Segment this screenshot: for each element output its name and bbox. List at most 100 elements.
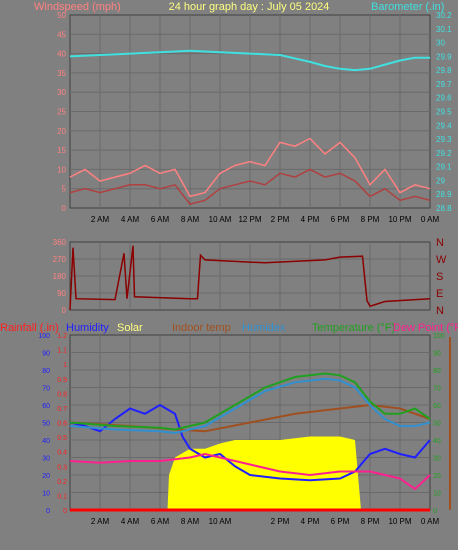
temperature-tick-label: 60 [433, 403, 441, 410]
windspeed-axis-label: Windspeed (mph) [34, 1, 121, 13]
series-line-temperature-f [69, 372, 431, 431]
x-tick-label: 8 PM [361, 215, 380, 224]
rainfall-tick-label: 0.7 [57, 406, 67, 413]
rainfall-tick-label: 0.6 [57, 421, 67, 428]
windspeed-tick-label: 30 [57, 88, 66, 97]
barometer-tick-label: 30 [436, 39, 445, 48]
temperature-tick-label: 70 [433, 386, 441, 393]
humidity-tick-label: 90 [42, 351, 50, 358]
x-tick-label: 6 PM [331, 215, 350, 224]
windspeed-tick-label: 35 [57, 69, 66, 78]
x-tick-label: 8 PM [361, 517, 380, 526]
windspeed-tick-label: 50 [57, 11, 66, 20]
direction-tick-label: 90 [57, 289, 66, 298]
x-tick-label: 0 AM [421, 215, 440, 224]
x-tick-label: 10 AM [209, 517, 232, 526]
barometer-tick-label: 29.6 [436, 94, 452, 103]
humidity-tick-label: 70 [42, 386, 50, 393]
humidity-tick-label: 10 [42, 491, 50, 498]
temperature-tick-label: 50 [433, 421, 441, 428]
rainfall-tick-label: 1.1 [57, 348, 67, 355]
direction-tick-label: 360 [53, 238, 67, 247]
humidity-tick-label: 30 [42, 456, 50, 463]
temperature-tick-label: 10 [433, 491, 441, 498]
series-line-humidity [69, 403, 431, 482]
barometer-tick-label: 30.2 [436, 11, 452, 20]
temperature-tick-label: 40 [433, 438, 441, 445]
temperature-tick-label: 30 [433, 456, 441, 463]
wind-series-line [69, 137, 431, 198]
legend-solar: Solar [117, 322, 143, 334]
rainfall-tick-label: 0.1 [57, 493, 67, 500]
windspeed-tick-label: 0 [62, 204, 67, 213]
barometer-tick-label: 29.8 [436, 66, 452, 75]
wind-series-line [69, 168, 431, 205]
rainfall-tick-label: 0.9 [57, 377, 67, 384]
temperature-tick-label: 80 [433, 368, 441, 375]
barometer-tick-label: 29.5 [436, 108, 452, 117]
barometer-tick-label: 29.3 [436, 135, 452, 144]
legend-indoor-temp: Indoor temp [172, 322, 231, 334]
rainfall-tick-label: 0.3 [57, 464, 67, 471]
x-tick-label: 4 PM [301, 517, 320, 526]
barometer-tick-label: 28.8 [436, 204, 452, 213]
x-tick-label: 10 PM [388, 215, 411, 224]
rainfall-tick-label: 1.2 [57, 333, 67, 340]
direction-tick-label: 270 [53, 255, 67, 264]
barometer-tick-label: 29.2 [436, 149, 452, 158]
wind-barometer-panel: 24 hour graph day : July 05 2024 Windspe… [34, 1, 452, 224]
barometer-tick-label: 29.1 [436, 163, 452, 172]
windspeed-tick-label: 15 [57, 146, 66, 155]
x-tick-label: 4 AM [121, 517, 140, 526]
rainfall-tick-label: 0.4 [57, 450, 67, 457]
rainfall-tick-label: 1 [63, 362, 67, 369]
x-tick-label: 8 AM [181, 517, 200, 526]
x-tick-label: 6 AM [151, 517, 170, 526]
windspeed-tick-label: 20 [57, 127, 66, 136]
humidity-tick-label: 0 [46, 508, 50, 515]
barometer-tick-label: 29.9 [436, 52, 452, 61]
x-tick-label: 12 PM [238, 215, 261, 224]
compass-label: S [436, 271, 443, 283]
compass-label: W [436, 254, 447, 266]
barometer-axis-label: Barometer (.in) [371, 1, 444, 13]
series-line-dew-point-f [69, 452, 431, 491]
temperature-tick-label: 0 [433, 508, 437, 515]
humidity-tick-label: 50 [42, 421, 50, 428]
series-line-humidex [69, 377, 431, 435]
temperature-tick-label: 100 [433, 333, 445, 340]
humidity-tick-label: 100 [38, 333, 50, 340]
x-tick-label: 0 AM [421, 517, 440, 526]
barometer-tick-label: 29.4 [436, 121, 452, 130]
x-tick-label: 2 PM [271, 517, 290, 526]
windspeed-tick-label: 5 [62, 185, 67, 194]
legend-dew-point: Dew Point (°F) [393, 322, 458, 334]
temperature-tick-label: 90 [433, 351, 441, 358]
rainfall-tick-label: 0.8 [57, 391, 67, 398]
legend-rainfall: Rainfall (.in) [0, 322, 59, 334]
legend-temperature: Temperature (°F) [312, 322, 395, 334]
legend-humidity: Humidity [66, 322, 109, 334]
x-tick-label: 2 PM [271, 215, 290, 224]
barometer-tick-label: 30.1 [436, 25, 452, 34]
windspeed-tick-label: 45 [57, 30, 66, 39]
rainfall-tick-label: 0 [63, 508, 67, 515]
barometer-tick-label: 28.9 [436, 190, 452, 199]
x-tick-label: 2 AM [91, 215, 110, 224]
humidity-tick-label: 40 [42, 438, 50, 445]
humidity-tick-label: 80 [42, 368, 50, 375]
wind-direction-line [69, 245, 431, 311]
legend-humidex: Humidex [242, 322, 286, 334]
x-tick-label: 4 AM [121, 215, 140, 224]
x-tick-label: 10 AM [209, 215, 232, 224]
x-tick-label: 2 AM [91, 517, 110, 526]
x-tick-label: 6 PM [331, 517, 350, 526]
rainfall-tick-label: 0.2 [57, 479, 67, 486]
direction-tick-label: 180 [53, 272, 67, 281]
humidity-tick-label: 60 [42, 403, 50, 410]
x-tick-label: 8 AM [181, 215, 200, 224]
rainfall-tick-label: 0.5 [57, 435, 67, 442]
humidity-tick-label: 20 [42, 473, 50, 480]
